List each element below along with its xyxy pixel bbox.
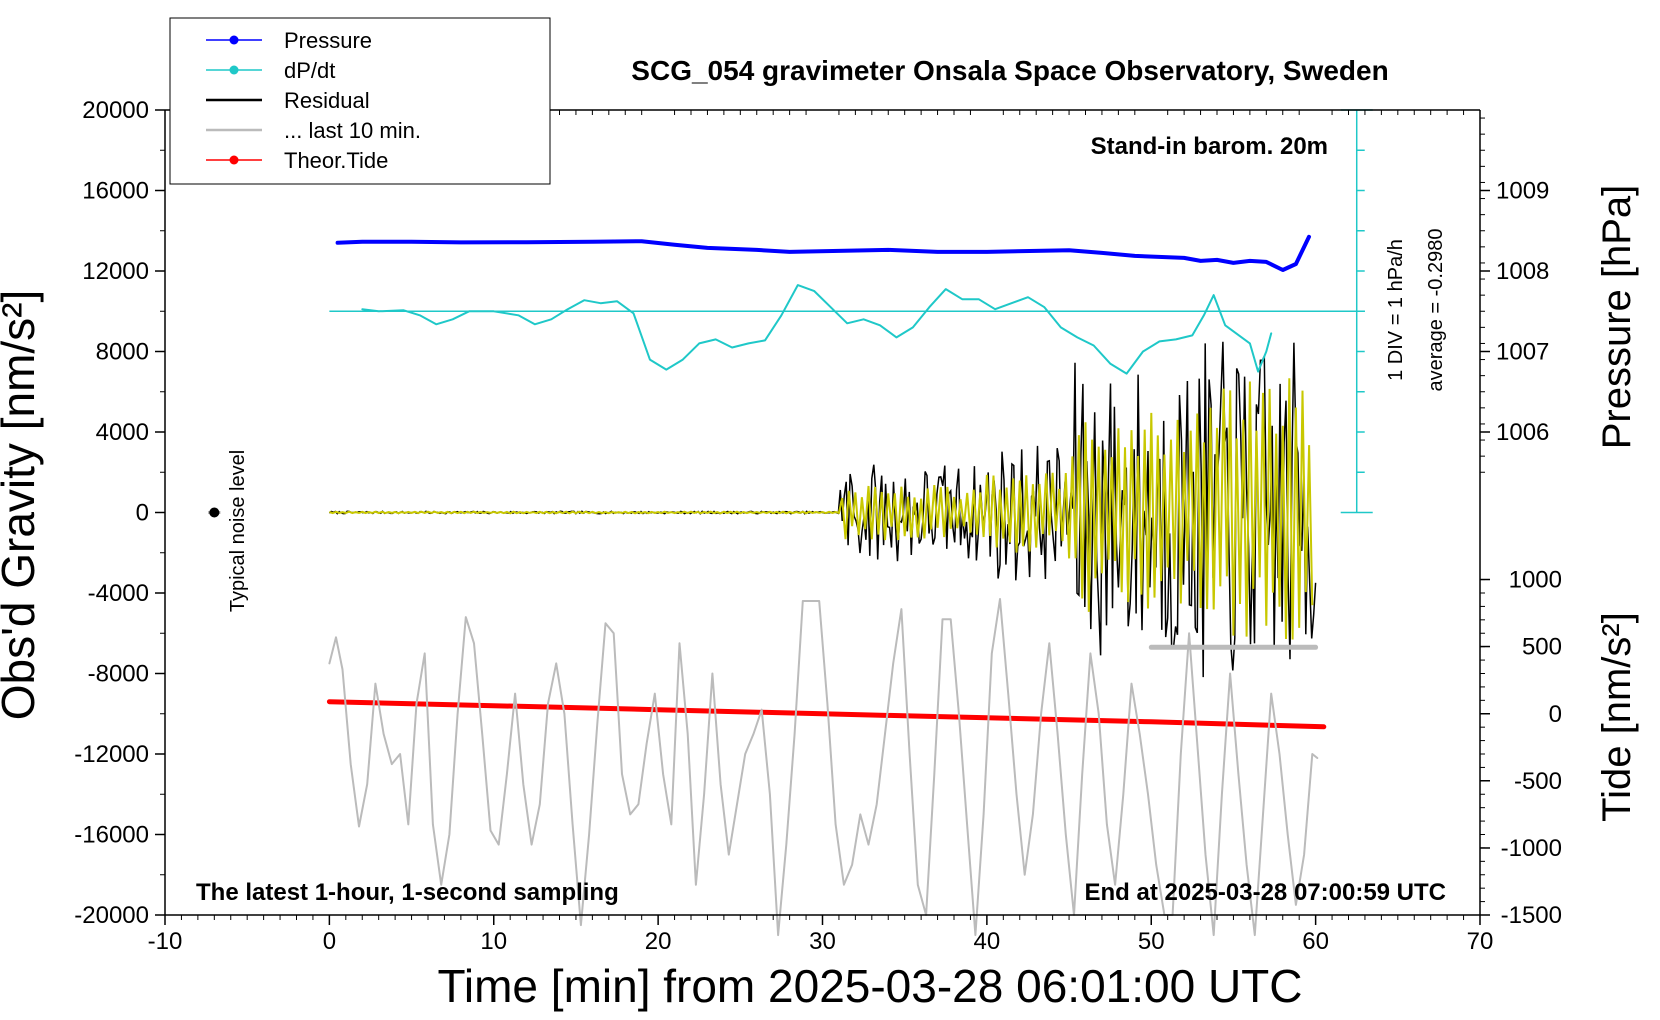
x-tick-label: 10 (480, 928, 507, 955)
y-axis-title-gravity: Obs'd Gravity [nm/s²] (0, 290, 44, 721)
residual-line (328, 341, 1317, 678)
y-tick-label: -12000 (74, 741, 149, 768)
legend-marker (229, 35, 239, 45)
y-tick-label: -16000 (74, 822, 149, 849)
pressure-line (335, 234, 1311, 272)
theoretical-tide-line (326, 699, 1327, 730)
x-axis-title: Time [min] from 2025-03-28 06:01:00 UTC (438, 960, 1303, 1012)
y-tick-label: 8000 (96, 339, 149, 366)
y-axis-title-tide: Tide [nm/s²] (1595, 612, 1639, 822)
tide-tick-label: 500 (1522, 634, 1562, 661)
tide-tick-label: -1000 (1501, 835, 1562, 862)
legend-label: Theor.Tide (284, 148, 388, 173)
tide-tick-label: -500 (1514, 768, 1562, 795)
y-tick-label: 20000 (82, 97, 149, 124)
y-tick-label: 0 (136, 500, 149, 527)
legend: Pressure dP/dt Residual ... last 10 min. The… (169, 17, 551, 185)
noise-level-label: Typical noise level (227, 450, 249, 612)
pressure-tick-label: 1009 (1496, 178, 1549, 205)
y-tick-label: 12000 (82, 258, 149, 285)
legend-label: Pressure (284, 28, 372, 53)
x-tick-label: 60 (1302, 928, 1329, 955)
pressure-tick-label: 1006 (1496, 419, 1549, 446)
x-tick-label: 70 (1467, 928, 1494, 955)
legend-marker (229, 65, 239, 75)
x-tick-label: 20 (645, 928, 672, 955)
y-tick-label: -4000 (88, 580, 149, 607)
noise-level-marker (209, 507, 220, 518)
y-tick-label: -8000 (88, 661, 149, 688)
x-tick-label: -10 (148, 928, 183, 955)
x-tick-label: 50 (1138, 928, 1165, 955)
filtered-residual-line (329, 378, 1314, 640)
legend-label: ... last 10 min. (284, 118, 421, 143)
x-tick-label: 40 (974, 928, 1001, 955)
plot-area (208, 109, 1373, 937)
axes: -10 0 10 20 30 40 50 60 70 20000 16000 12000 8000 400… (74, 97, 1562, 955)
dpdt-div-label: 1 DIV = 1 hPa/h (1385, 239, 1407, 381)
end-time-note: End at 2025-03-28 07:00:59 UTC (1085, 879, 1447, 906)
y-tick-label: 16000 (82, 178, 149, 205)
x-tick-label: 30 (809, 928, 836, 955)
stand-in-note: Stand-in barom. 20m (1091, 133, 1328, 160)
chart-title: SCG_054 gravimeter Onsala Space Observat… (631, 55, 1388, 86)
y-axis-title-pressure: Pressure [hPa] (1595, 185, 1639, 450)
y-tick-label: -20000 (74, 902, 149, 929)
latest-sampling-note: The latest 1-hour, 1-second sampling (196, 879, 619, 906)
dpdt-line (361, 284, 1273, 375)
theoretical-tide-line (328, 598, 1319, 937)
legend-marker (229, 155, 239, 165)
tide-tick-label: 0 (1549, 701, 1562, 728)
legend-label: Residual (284, 88, 370, 113)
x-tick-label: 0 (323, 928, 336, 955)
legend-label: dP/dt (284, 58, 335, 83)
tide-tick-label: 1000 (1509, 567, 1562, 594)
pressure-tick-label: 1008 (1496, 258, 1549, 285)
y-tick-label: 4000 (96, 419, 149, 446)
dpdt-average-label: average = -0.2980 (1425, 229, 1447, 392)
tide-tick-label: -1500 (1501, 902, 1562, 929)
pressure-tick-label: 1007 (1496, 339, 1549, 366)
